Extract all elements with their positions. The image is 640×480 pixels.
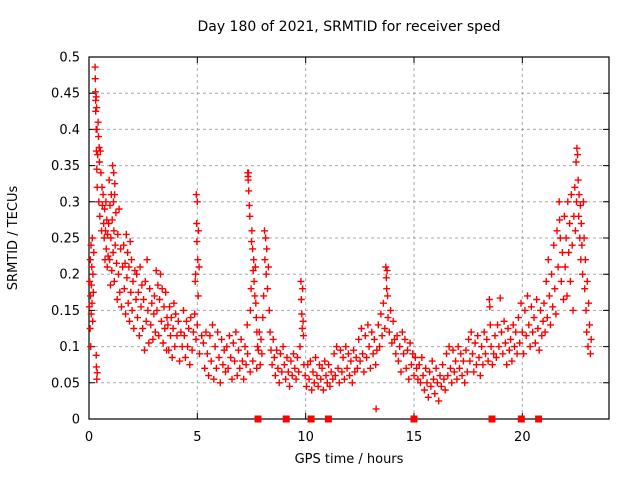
x-tick-label: 15 bbox=[406, 430, 423, 445]
y-tick-label: 0.1 bbox=[59, 340, 80, 355]
series-points bbox=[85, 63, 595, 423]
y-tick-label: 0.5 bbox=[59, 51, 80, 66]
y-tick-label: 0 bbox=[72, 413, 80, 428]
y-tick-label: 0.25 bbox=[51, 232, 80, 247]
y-tick-label: 0.35 bbox=[51, 159, 80, 174]
x-axis-label: GPS time / hours bbox=[295, 452, 404, 467]
y-axis-label: SRMTID / TECUs bbox=[6, 186, 21, 291]
y-tick-label: 0.05 bbox=[51, 376, 80, 391]
y-tick-label: 0.4 bbox=[59, 123, 80, 138]
x-tick-label: 5 bbox=[193, 430, 201, 445]
x-tick-label: 20 bbox=[514, 430, 531, 445]
chart-title: Day 180 of 2021, SRMTID for receiver spe… bbox=[197, 19, 500, 35]
plus-marker-series bbox=[85, 63, 595, 413]
y-tick-label: 0.45 bbox=[51, 87, 80, 102]
y-tick-label: 0.15 bbox=[51, 304, 80, 319]
x-tick-label: 0 bbox=[85, 430, 93, 445]
square-marker-series bbox=[254, 415, 543, 423]
x-tick-label: 10 bbox=[297, 430, 314, 445]
y-tick-label: 0.3 bbox=[59, 195, 80, 210]
tick-labels: 0 0.05 0.1 0.15 0.2 0.25 0.3 0.35 0.4 0.45 0.5 0 5 10… bbox=[51, 51, 531, 446]
y-tick-label: 0.2 bbox=[59, 268, 80, 283]
